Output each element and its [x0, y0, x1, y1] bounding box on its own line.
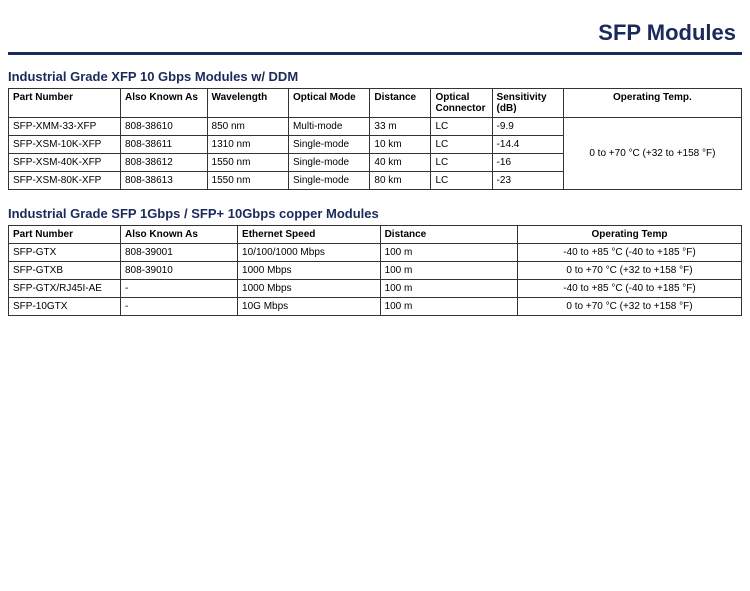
- cell: 10G Mbps: [238, 298, 381, 316]
- col-sensitivity: Sensitivity (dB): [492, 89, 563, 118]
- cell: 808-39001: [120, 244, 237, 262]
- col-also-known-as: Also Known As: [120, 89, 207, 118]
- cell: 80 km: [370, 172, 431, 190]
- col-also-known-as: Also Known As: [120, 226, 237, 244]
- col-distance: Distance: [370, 89, 431, 118]
- col-wavelength: Wavelength: [207, 89, 288, 118]
- xfp-table: Part Number Also Known As Wavelength Opt…: [8, 88, 742, 190]
- cell: Single-mode: [288, 154, 369, 172]
- cell: 808-39010: [120, 262, 237, 280]
- cell: -23: [492, 172, 563, 190]
- section1-title: Industrial Grade XFP 10 Gbps Modules w/ …: [8, 69, 742, 84]
- cell: 100 m: [380, 280, 517, 298]
- cell: -9.9: [492, 118, 563, 136]
- col-part-number: Part Number: [9, 226, 121, 244]
- cell: SFP-GTXB: [9, 262, 121, 280]
- table-row: SFP-GTX 808-39001 10/100/1000 Mbps 100 m…: [9, 244, 742, 262]
- section2-title: Industrial Grade SFP 1Gbps / SFP+ 10Gbps…: [8, 206, 742, 221]
- cell: -16: [492, 154, 563, 172]
- cell: 0 to +70 °C (+32 to +158 °F): [518, 298, 742, 316]
- cell: SFP-GTX/RJ45I-AE: [9, 280, 121, 298]
- col-operating-temp: Operating Temp.: [563, 89, 741, 118]
- col-operating-temp: Operating Temp: [518, 226, 742, 244]
- cell: -: [120, 280, 237, 298]
- col-ethernet-speed: Ethernet Speed: [238, 226, 381, 244]
- cell: 0 to +70 °C (+32 to +158 °F): [518, 262, 742, 280]
- cell: SFP-XSM-40K-XFP: [9, 154, 121, 172]
- cell: 808-38613: [120, 172, 207, 190]
- cell: Multi-mode: [288, 118, 369, 136]
- cell: LC: [431, 136, 492, 154]
- cell: 1550 nm: [207, 172, 288, 190]
- table-header-row: Part Number Also Known As Ethernet Speed…: [9, 226, 742, 244]
- cell: 100 m: [380, 298, 517, 316]
- page-title: SFP Modules: [8, 20, 742, 46]
- cell: SFP-10GTX: [9, 298, 121, 316]
- table-header-row: Part Number Also Known As Wavelength Opt…: [9, 89, 742, 118]
- cell: 40 km: [370, 154, 431, 172]
- cell: 1000 Mbps: [238, 280, 381, 298]
- cell: 1550 nm: [207, 154, 288, 172]
- cell: 10 km: [370, 136, 431, 154]
- cell: 33 m: [370, 118, 431, 136]
- cell: LC: [431, 154, 492, 172]
- cell: 1000 Mbps: [238, 262, 381, 280]
- cell: 808-38611: [120, 136, 207, 154]
- cell: 1310 nm: [207, 136, 288, 154]
- title-rule: [8, 52, 742, 55]
- col-part-number: Part Number: [9, 89, 121, 118]
- cell: LC: [431, 118, 492, 136]
- col-optical-mode: Optical Mode: [288, 89, 369, 118]
- cell: Single-mode: [288, 136, 369, 154]
- cell: SFP-XMM-33-XFP: [9, 118, 121, 136]
- table-row: SFP-10GTX - 10G Mbps 100 m 0 to +70 °C (…: [9, 298, 742, 316]
- page-container: SFP Modules Industrial Grade XFP 10 Gbps…: [0, 0, 750, 316]
- cell: 100 m: [380, 244, 517, 262]
- cell: SFP-XSM-80K-XFP: [9, 172, 121, 190]
- table-row: SFP-XMM-33-XFP 808-38610 850 nm Multi-mo…: [9, 118, 742, 136]
- cell-operating-temp-merged: 0 to +70 °C (+32 to +158 °F): [563, 118, 741, 190]
- cell: Single-mode: [288, 172, 369, 190]
- table-row: SFP-GTXB 808-39010 1000 Mbps 100 m 0 to …: [9, 262, 742, 280]
- cell: 10/100/1000 Mbps: [238, 244, 381, 262]
- cell: SFP-XSM-10K-XFP: [9, 136, 121, 154]
- cell: 850 nm: [207, 118, 288, 136]
- cell: 808-38610: [120, 118, 207, 136]
- cell: -14.4: [492, 136, 563, 154]
- cell: -: [120, 298, 237, 316]
- cell: -40 to +85 °C (-40 to +185 °F): [518, 244, 742, 262]
- cell: SFP-GTX: [9, 244, 121, 262]
- table-row: SFP-GTX/RJ45I-AE - 1000 Mbps 100 m -40 t…: [9, 280, 742, 298]
- col-distance: Distance: [380, 226, 517, 244]
- cell: 100 m: [380, 262, 517, 280]
- col-optical-connector: Optical Connector: [431, 89, 492, 118]
- cell: 808-38612: [120, 154, 207, 172]
- cell: LC: [431, 172, 492, 190]
- sfp-copper-table: Part Number Also Known As Ethernet Speed…: [8, 225, 742, 316]
- cell: -40 to +85 °C (-40 to +185 °F): [518, 280, 742, 298]
